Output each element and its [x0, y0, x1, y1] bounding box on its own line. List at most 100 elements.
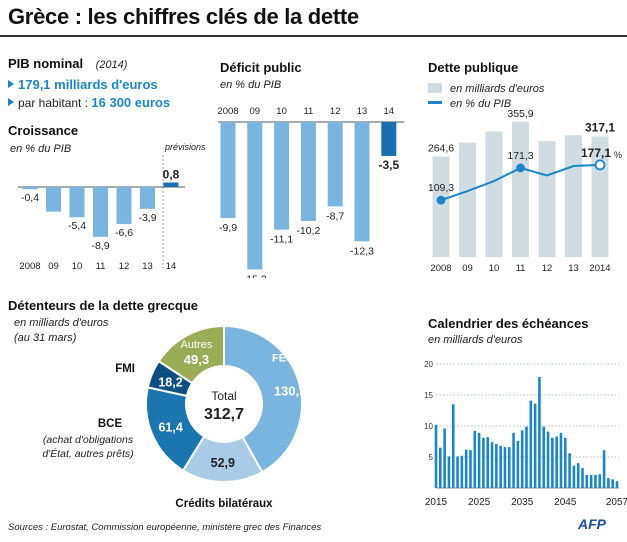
bar — [572, 465, 576, 488]
bar — [512, 432, 515, 488]
value-label: -12,3 — [350, 245, 374, 257]
bar — [551, 437, 554, 488]
fmi-label: FMI — [115, 363, 135, 375]
detenteurs-date: (au 31 mars) — [14, 332, 77, 344]
bar — [473, 430, 477, 488]
bar — [22, 187, 38, 190]
legend-swatch-bar — [428, 83, 442, 93]
value-label: -5,4 — [68, 220, 86, 232]
bar — [512, 121, 529, 257]
bce-note: d'État, autres prêts) — [42, 447, 133, 460]
line-value-label: 171,3 — [507, 150, 533, 162]
value-label: -3,5 — [378, 158, 399, 172]
bar — [486, 437, 490, 488]
bar-value-label: 355,9 — [507, 108, 533, 120]
value-label: -3,9 — [138, 212, 156, 224]
slice-value: 130,9 — [274, 383, 307, 398]
line-point — [436, 195, 446, 205]
tick-label: 09 — [48, 261, 59, 272]
croissance-subtitle: en % du PIB — [10, 143, 72, 155]
bar — [300, 122, 316, 221]
center-label: Total — [211, 389, 236, 403]
bar — [565, 135, 582, 257]
tick-label: 13 — [357, 106, 368, 117]
source-note: Sources : Eurostat, Commission européenn… — [8, 522, 322, 533]
afp-logo: AFP — [578, 516, 606, 532]
bar — [602, 450, 606, 488]
detenteurs-chart: Total 312,7 FESF 130,9 52,9 61,4 18,2 Autres49,… — [42, 324, 307, 510]
tick-label: 10 — [72, 261, 83, 272]
tick-label: 14 — [166, 261, 177, 272]
bar — [598, 474, 602, 488]
bar — [247, 122, 263, 270]
y-tick-label: 15 — [424, 391, 433, 400]
bar — [589, 474, 593, 488]
tick-label: 13 — [142, 261, 153, 272]
line-unit-label: % — [614, 150, 622, 160]
bar — [439, 447, 442, 488]
deficit-subtitle: en % du PIB — [220, 79, 282, 91]
value-label: -0,4 — [21, 192, 39, 204]
tick-label: 2008 — [217, 106, 238, 117]
tick-label: 2008 — [430, 263, 451, 274]
bar — [495, 443, 498, 488]
bce-note: (achat d'obligations — [43, 434, 134, 446]
tick-label: 2014 — [589, 263, 610, 274]
tick-label: 10 — [489, 263, 500, 274]
slice-name: Autres — [181, 339, 213, 351]
bar — [274, 122, 290, 230]
bar-value-label: 264,6 — [428, 142, 454, 154]
bar — [499, 445, 502, 488]
bar — [456, 456, 459, 488]
tick-label: 10 — [276, 106, 287, 117]
bar — [615, 481, 619, 488]
bar — [538, 377, 541, 488]
bar — [559, 432, 563, 488]
slice-value: 61,4 — [158, 421, 182, 435]
pib-per-capita-value: 16 300 euros — [91, 95, 171, 110]
tick-label: 14 — [384, 106, 395, 117]
tick-label: 2008 — [19, 261, 40, 272]
bar — [563, 437, 567, 488]
pib-per-capita-label: par habitant : — [18, 96, 92, 110]
calendrier-subtitle: en milliards d'euros — [428, 334, 523, 346]
bar — [447, 456, 451, 488]
calendrier-title: Calendrier des échéances — [428, 316, 589, 331]
bar — [46, 187, 61, 212]
bar — [538, 141, 556, 257]
bar — [432, 156, 450, 257]
bar — [520, 430, 524, 488]
bar — [140, 187, 155, 209]
center-value: 312,7 — [204, 406, 244, 423]
slice-value: 49,3 — [184, 352, 209, 367]
bar — [525, 426, 528, 488]
deficit-chart: 2008 -9,9 09 -15,2 10 -11,1 11 -10,2 12 -8,7 13 -12… — [217, 106, 404, 278]
bar — [516, 440, 520, 488]
value-label: -6,6 — [115, 227, 133, 239]
pie-slice — [157, 324, 225, 385]
bar — [460, 455, 464, 488]
bar — [533, 403, 537, 488]
bar — [607, 478, 610, 488]
tick-label: 12 — [330, 106, 341, 117]
bar — [542, 426, 546, 488]
dette-legend-bars-label: en milliards d'euros — [450, 83, 545, 95]
x-tick-label: 2035 — [511, 497, 534, 508]
value-label: -9,9 — [219, 222, 237, 234]
bar — [163, 182, 179, 187]
tick-label: 12 — [542, 263, 553, 274]
bar — [220, 122, 236, 219]
bar — [581, 468, 584, 488]
tick-label: 11 — [516, 263, 526, 274]
bar — [485, 131, 503, 257]
pib-block: PIB nominal (2014) 179,1 milliards d'eur… — [8, 55, 170, 110]
bar — [443, 428, 446, 488]
slice-value: 52,9 — [211, 456, 235, 470]
dette-legend-line: en % du PIB — [428, 94, 511, 112]
dette-legend-line-label: en % du PIB — [450, 98, 512, 110]
bar — [69, 187, 85, 218]
bar — [464, 449, 468, 488]
forecast-note: prévisions — [164, 142, 206, 152]
line-value-label: 109,3 — [428, 182, 454, 194]
tick-label: 13 — [568, 263, 579, 274]
